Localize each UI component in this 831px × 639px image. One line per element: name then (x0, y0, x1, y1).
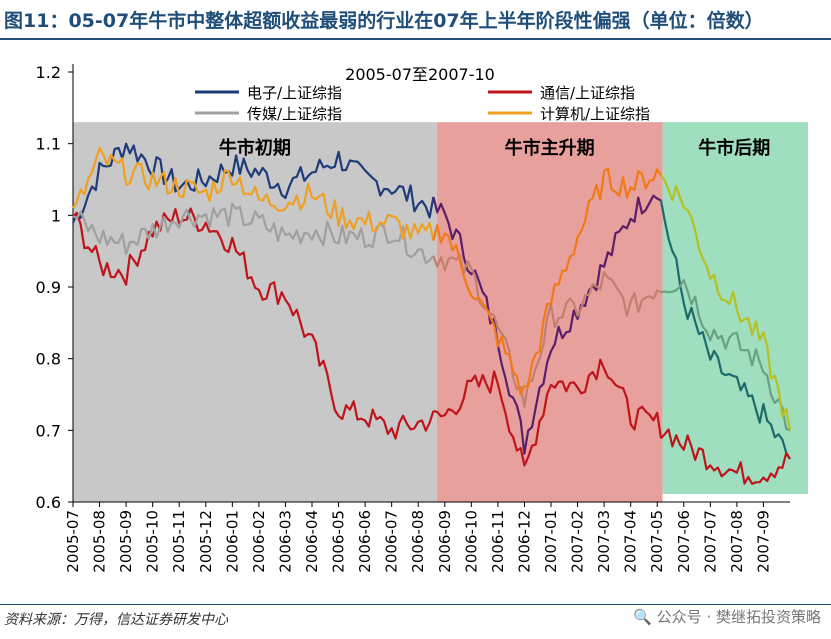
y-tick-label: 0.7 (36, 421, 61, 440)
x-tick-label: 2005-09 (117, 510, 135, 573)
y-tick-label: 1.2 (36, 63, 61, 82)
x-tick-label: 2006-03 (276, 510, 294, 573)
x-tick-label: 2005-10 (144, 510, 162, 573)
chart-title: 2005-07至2007-10 (345, 65, 495, 84)
x-tick-label: 2005-07 (64, 510, 82, 573)
figure-title: 图11：05-07年牛市中整体超额收益最弱的行业在07年上半年阶段性偏强（单位：… (4, 10, 764, 32)
x-tick-label: 2007-03 (595, 510, 613, 573)
phase-label: 牛市主升期 (505, 137, 595, 159)
footer-divider (0, 604, 831, 605)
x-tick-label: 2007-01 (542, 510, 560, 573)
x-tick-label: 2006-07 (383, 510, 401, 573)
x-tick-label: 2005-12 (197, 510, 215, 573)
x-tick-label: 2006-08 (409, 510, 427, 573)
x-tick-label: 2007-07 (701, 510, 719, 573)
series-line (72, 146, 435, 241)
series-line (660, 174, 792, 431)
series-line (660, 428, 791, 485)
y-tick-label: 1 (51, 206, 61, 225)
series-line (660, 279, 791, 432)
series-line (432, 167, 662, 396)
x-tick-label: 2007-06 (675, 510, 693, 573)
legend-label: 传媒/上证综指 (247, 105, 342, 123)
chart: 牛市初期 牛市主升期 牛市后期 0.6 0.7 0.8 0.9 1 1.1 1.2 2005-07… (36, 63, 808, 573)
series-line (72, 202, 435, 264)
x-tick-label: 2006-09 (436, 510, 454, 573)
x-tick-label: 2006-02 (250, 510, 268, 573)
x-tick-label: 2007-05 (648, 510, 666, 573)
watermark: 🔍 公众号 · 樊继拓投资策略 (633, 608, 821, 626)
series-line (433, 358, 663, 467)
phase-region (73, 122, 437, 503)
x-tick-label: 2006-05 (330, 510, 348, 573)
x-tick-label: 2007-04 (622, 510, 640, 573)
title-divider (0, 38, 831, 40)
y-tick-label: 0.6 (36, 493, 61, 512)
series-line (432, 194, 662, 455)
x-tick-label: 2006-04 (303, 510, 321, 573)
x-tick-label: 2006-11 (489, 510, 507, 573)
series-line (432, 254, 662, 408)
x-tick-label: 2007-09 (754, 510, 772, 573)
y-tick-label: 1.1 (36, 135, 61, 154)
x-tick-label: 2006-12 (515, 510, 533, 573)
series-line (72, 207, 435, 440)
series-line (659, 200, 791, 460)
legend-label: 电子/上证综指 (247, 84, 342, 102)
phase-label: 牛市初期 (219, 137, 291, 159)
y-tick-label: 0.9 (36, 278, 61, 297)
legend-label: 通信/上证综指 (540, 84, 635, 102)
x-tick-label: 2005-08 (91, 510, 109, 573)
x-tick-label: 2007-02 (569, 510, 587, 573)
series-lines (71, 142, 792, 485)
series-line (71, 142, 435, 224)
x-tick-label: 2006-10 (462, 510, 480, 573)
x-tick-label: 2005-11 (170, 510, 188, 573)
phase-label: 牛市后期 (698, 137, 770, 159)
phase-region (662, 122, 808, 495)
x-tick-label: 2006-06 (356, 510, 374, 573)
source-note: 资料来源：万得，信达证券研发中心 (4, 612, 228, 628)
y-tick-label: 0.8 (36, 350, 61, 369)
phase-regions: 牛市初期 牛市主升期 牛市后期 (73, 122, 808, 503)
axes: 0.6 0.7 0.8 0.9 1 1.1 1.2 2005-07 2005-08 2005-09… (36, 63, 790, 573)
x-tick-label: 2006-01 (223, 510, 241, 573)
legend-label: 计算机/上证综指 (540, 105, 650, 123)
x-tick-label: 2007-08 (728, 510, 746, 573)
